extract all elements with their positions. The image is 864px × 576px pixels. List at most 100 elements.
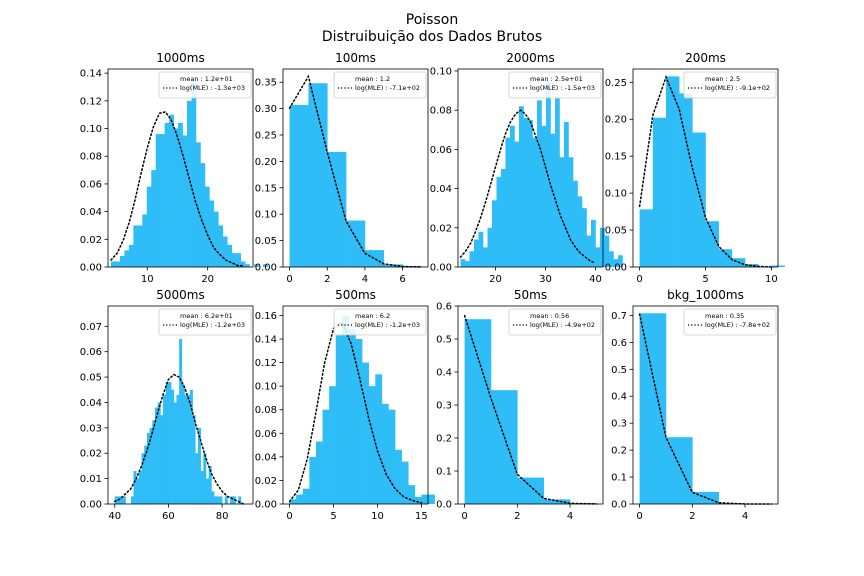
x-tick-label: 10 xyxy=(371,511,384,522)
histogram-bar xyxy=(362,362,369,504)
legend-entry: mean : 2.5 xyxy=(705,75,740,83)
histogram-bar xyxy=(211,491,215,504)
y-tick-label: 0.1 xyxy=(436,467,452,478)
y-tick-label: 0.4 xyxy=(436,368,452,379)
axes-frame xyxy=(457,68,604,268)
histogram-bar xyxy=(523,118,529,267)
histogram-bar xyxy=(414,496,422,504)
y-tick-label: 0.30 xyxy=(255,104,277,115)
histogram-bar xyxy=(519,106,524,267)
x-tick-label: 40 xyxy=(589,274,602,285)
legend-entry: log(MLE) : -1.2e+03 xyxy=(180,321,245,329)
histogram xyxy=(114,339,242,504)
histogram-bar xyxy=(169,114,174,267)
axes-frame xyxy=(107,305,254,505)
histogram-bar xyxy=(401,461,409,504)
histogram-bar xyxy=(181,384,185,504)
histogram-bar xyxy=(197,427,201,504)
histogram-bar xyxy=(176,394,180,504)
y-tick-label: 0.06 xyxy=(255,429,277,440)
legend-box xyxy=(158,71,252,99)
legend-box xyxy=(683,308,777,336)
poisson-fit-line xyxy=(463,314,598,505)
histogram-bar xyxy=(483,247,488,267)
histogram-bar xyxy=(582,208,587,267)
axes-frame xyxy=(282,305,429,505)
y-tick-label: 0.6 xyxy=(611,338,627,349)
legend-entry: log(MLE) : -9.1e+02 xyxy=(705,84,770,92)
histogram-bar xyxy=(289,104,309,268)
y-tick-label: 0.14 xyxy=(80,69,102,80)
poisson-fit-line xyxy=(288,74,423,268)
y-tick-label: 0.10 xyxy=(255,382,277,393)
histogram-bar xyxy=(204,186,210,267)
suptitle-line-1: Poisson xyxy=(406,12,458,28)
y-tick-label: 0.2 xyxy=(436,434,452,445)
histogram-bar xyxy=(543,499,571,504)
subplot-7: 50ms 0 2 4 0.0 0.1 0.2 0.3 0.4 0.5 0.6 mean : 0.56l… xyxy=(436,288,604,522)
histogram-bar xyxy=(157,402,161,504)
y-tick-label: 0.00 xyxy=(255,263,277,274)
subplot-title: 500ms xyxy=(335,288,376,302)
y-tick-label: 0.20 xyxy=(255,157,277,168)
histogram-bar xyxy=(346,220,366,267)
axes-frame xyxy=(632,305,779,505)
histogram-bar xyxy=(652,117,667,267)
histogram-bar xyxy=(309,456,317,504)
histogram-bar xyxy=(609,251,614,267)
y-tick-label: 0.08 xyxy=(80,152,102,163)
histogram-bar xyxy=(478,231,484,267)
histogram-bar xyxy=(613,259,619,267)
subplot-title: 1000ms xyxy=(156,51,204,65)
y-tick-label: 0.04 xyxy=(430,184,452,195)
x-tick-label: 2 xyxy=(689,511,695,522)
y-tick-label: 0.16 xyxy=(255,311,277,322)
histogram-bar xyxy=(160,415,164,504)
legend-entry: log(MLE) : -4.9e+02 xyxy=(530,321,595,329)
y-tick-label: 0.00 xyxy=(255,500,277,511)
y-tick-label: 0.06 xyxy=(80,179,102,190)
histogram-bar xyxy=(200,163,206,267)
histogram-bar xyxy=(528,119,533,267)
histogram-bar xyxy=(203,453,207,504)
histogram-bar xyxy=(665,76,680,267)
histogram-bar xyxy=(137,225,143,267)
subplot-title: bkg_1000ms xyxy=(667,288,744,302)
subplot-title: 100ms xyxy=(335,51,376,65)
subplot-8: bkg_1000ms 0 2 4 0.0 0.1 0.2 0.3 0.4 0.5 0.6 0.7 mea… xyxy=(611,288,779,522)
x-tick-label: 30 xyxy=(539,274,552,285)
y-tick-label: 0.06 xyxy=(80,347,102,358)
histogram-bar xyxy=(130,496,134,504)
histogram-bar xyxy=(469,251,475,267)
y-tick-label: 0.04 xyxy=(80,398,102,409)
suptitle-line-2: Distruibuição dos Dados Brutos xyxy=(322,29,542,45)
y-tick-label: 0.15 xyxy=(605,152,627,163)
histogram-bar xyxy=(219,496,223,504)
subplot-title: 2000ms xyxy=(506,51,554,65)
histogram-bar xyxy=(492,200,497,267)
histogram-bar xyxy=(163,394,167,504)
histogram-bar xyxy=(421,494,429,504)
y-tick-label: 0.02 xyxy=(80,449,102,460)
legend-box xyxy=(508,71,602,99)
histogram-bar xyxy=(315,441,323,504)
y-tick-label: 0.7 xyxy=(611,311,627,322)
histogram xyxy=(639,313,746,504)
histogram-bar xyxy=(168,382,172,504)
histogram-bar xyxy=(240,261,246,267)
legend-entry: mean : 1.2 xyxy=(355,75,390,83)
histogram-bar xyxy=(120,496,124,504)
x-tick-label: 2 xyxy=(324,274,330,285)
y-tick-label: 0.25 xyxy=(605,78,627,89)
x-tick-label: 60 xyxy=(162,511,175,522)
histogram-bar xyxy=(227,244,233,267)
poisson-fit-line xyxy=(110,111,245,267)
histogram-bar xyxy=(144,445,148,504)
y-tick-label: 0.2 xyxy=(611,446,627,457)
y-tick-label: 0.10 xyxy=(605,189,627,200)
y-tick-label: 0.04 xyxy=(255,452,277,463)
